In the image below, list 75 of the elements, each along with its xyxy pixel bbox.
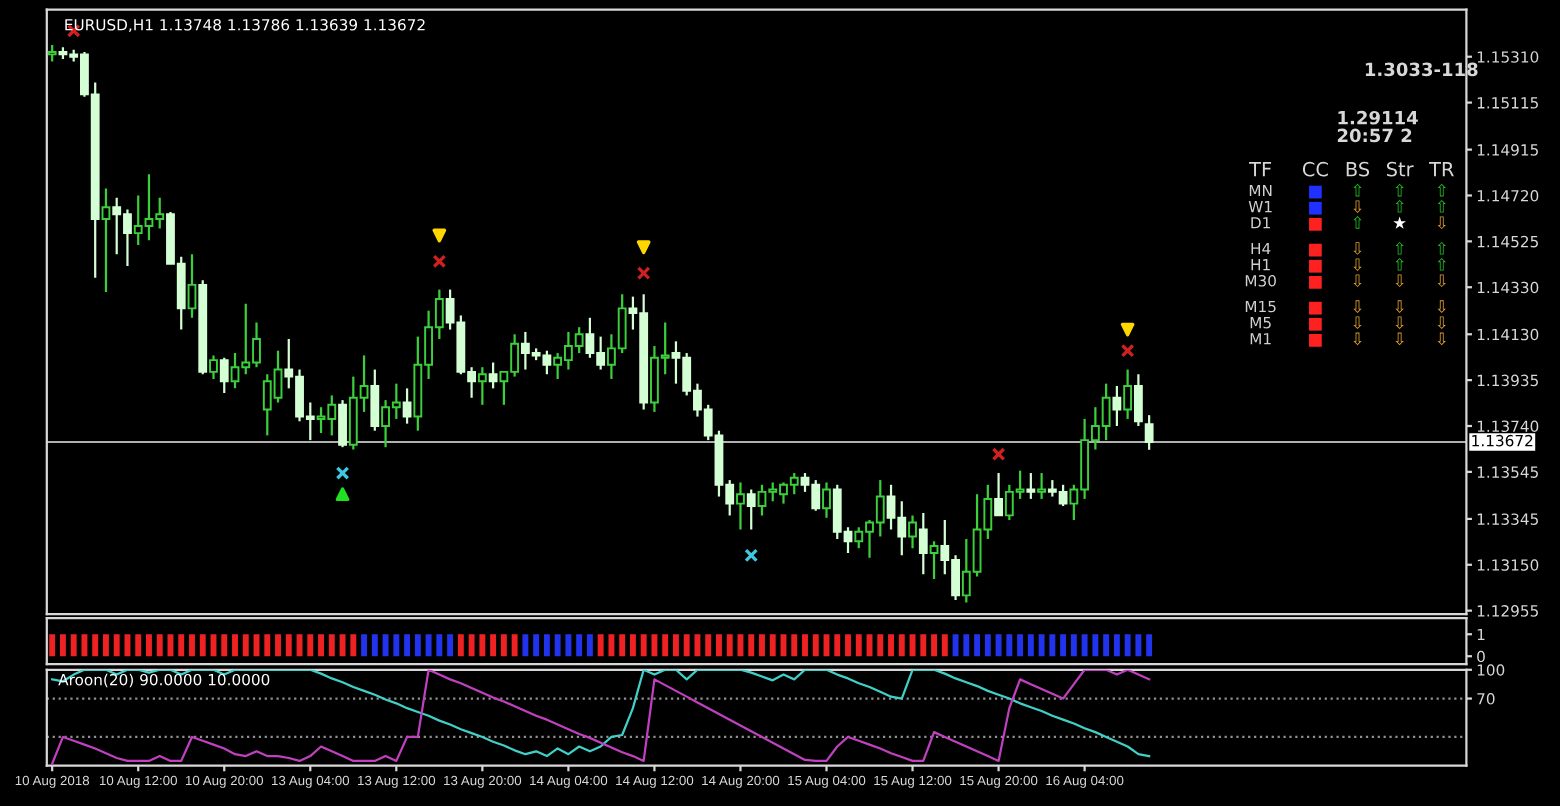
candlestick [929, 540, 939, 580]
text: ⇧ [1437, 258, 1446, 271]
candlestick [101, 187, 111, 294]
candlestick [994, 471, 1003, 517]
text: ⇧ [1437, 183, 1446, 197]
text: ⇩ [1395, 274, 1404, 288]
text: ■ [1309, 259, 1322, 273]
text: ⇩ [1395, 332, 1404, 346]
text: ■ [1309, 201, 1322, 215]
category-label: BS [1346, 161, 1370, 177]
point [744, 548, 759, 563]
point [1120, 343, 1135, 358]
text: ⇩ [1353, 200, 1362, 213]
text: ⇩ [1437, 216, 1446, 230]
candlestick [1037, 471, 1047, 501]
text: ⇧ [1353, 216, 1362, 229]
candlestick [1026, 471, 1036, 501]
text: ⇩ [1353, 316, 1362, 330]
candlestick [908, 514, 917, 550]
text: ⇧ [1395, 183, 1404, 197]
point [335, 466, 350, 480]
candlestick [488, 361, 498, 390]
text: ⇩ [1353, 242, 1362, 255]
text: ⇧ [1437, 241, 1446, 255]
candlestick [209, 354, 218, 381]
text: ⇧ [1353, 183, 1362, 197]
candlestick [1133, 373, 1143, 428]
text: ■ [1309, 317, 1322, 331]
candlestick [219, 356, 229, 395]
text: ■ [1309, 217, 1322, 231]
candlestick [187, 253, 197, 319]
candlestick [736, 481, 745, 531]
point [432, 254, 447, 269]
point [636, 266, 651, 280]
text: ⇩ [1437, 332, 1446, 346]
text: ⇩ [1395, 316, 1404, 330]
annotation: 20:57 2 [1337, 128, 1412, 143]
annotation: 1.29114 [1338, 110, 1418, 125]
point [1120, 322, 1135, 337]
text: ■ [1309, 301, 1322, 315]
text: ⇧ [1395, 258, 1404, 271]
text: ⇩ [1437, 274, 1446, 288]
candlestick [1144, 414, 1154, 451]
category-label: Str [1386, 161, 1414, 177]
text: ⇩ [1353, 258, 1362, 271]
text: ★ [1393, 216, 1407, 229]
candlestick [746, 488, 756, 531]
text: ■ [1309, 185, 1322, 199]
point [335, 487, 350, 502]
text: ⇩ [1437, 300, 1446, 313]
text: ⇩ [1353, 300, 1362, 313]
candlestick [370, 368, 380, 432]
text: ⇧ [1437, 199, 1446, 213]
text: ⇩ [1395, 300, 1404, 313]
candlestick [402, 387, 412, 425]
candlestick [918, 511, 928, 576]
text: ⇧ [1395, 241, 1404, 255]
category-label: CC [1302, 161, 1328, 177]
text: ■ [1309, 334, 1322, 347]
text: ⇩ [1353, 332, 1362, 346]
text: ⇧ [1395, 199, 1404, 213]
text: ⇩ [1437, 316, 1446, 330]
candlestick [338, 399, 347, 449]
candlestick [822, 481, 831, 519]
category-label: TF [1249, 162, 1272, 177]
text: ■ [1309, 243, 1322, 257]
text: ⇩ [1353, 274, 1362, 288]
category-label: TR [1429, 162, 1454, 177]
point [432, 228, 447, 243]
point [636, 240, 651, 255]
text: ■ [1309, 275, 1322, 289]
candlestick [1123, 368, 1133, 421]
candlestick [1112, 384, 1122, 428]
point [991, 447, 1006, 462]
candlestick [477, 366, 487, 406]
